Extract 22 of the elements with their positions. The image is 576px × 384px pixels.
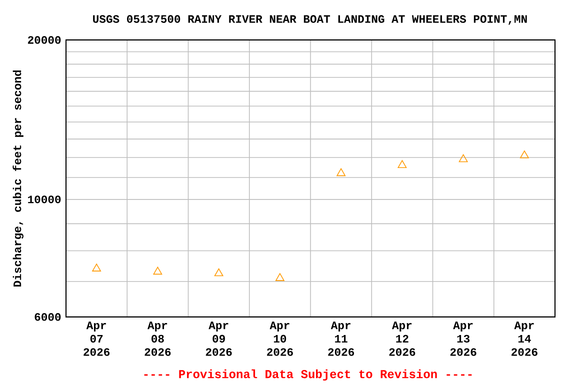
y-axis-title: Discharge, cubic feet per second: [12, 70, 24, 287]
x-tick-label: Apr 07 2026: [84, 322, 110, 356]
x-tick-label: Apr 13 2026: [450, 322, 476, 356]
text: ---- Provisional Data Subject to Revision ----: [144, 369, 472, 381]
point: [336, 168, 346, 176]
y-tick-label: 10000: [28, 196, 61, 204]
point: [458, 154, 468, 162]
x-tick-label: Apr 10 2026: [267, 322, 293, 356]
point: [214, 268, 224, 276]
point: [92, 264, 102, 272]
chart-title: USGS 05137500 RAINY RIVER NEAR BOAT LANDING AT WHEELERS POINT,MN: [93, 15, 527, 25]
point: [275, 273, 284, 281]
x-tick-label: Apr 08 2026: [144, 322, 171, 356]
point: [520, 150, 529, 158]
point: [398, 160, 407, 168]
x-tick-label: Apr 12 2026: [389, 322, 416, 356]
y-tick-label: 20000: [28, 36, 61, 44]
x-tick-label: Apr 09 2026: [206, 322, 232, 356]
point: [153, 266, 162, 275]
x-tick-label: Apr 11 2026: [328, 322, 354, 356]
y-tick-label: 6000: [34, 313, 61, 321]
x-tick-label: Apr 14 2026: [512, 322, 538, 356]
